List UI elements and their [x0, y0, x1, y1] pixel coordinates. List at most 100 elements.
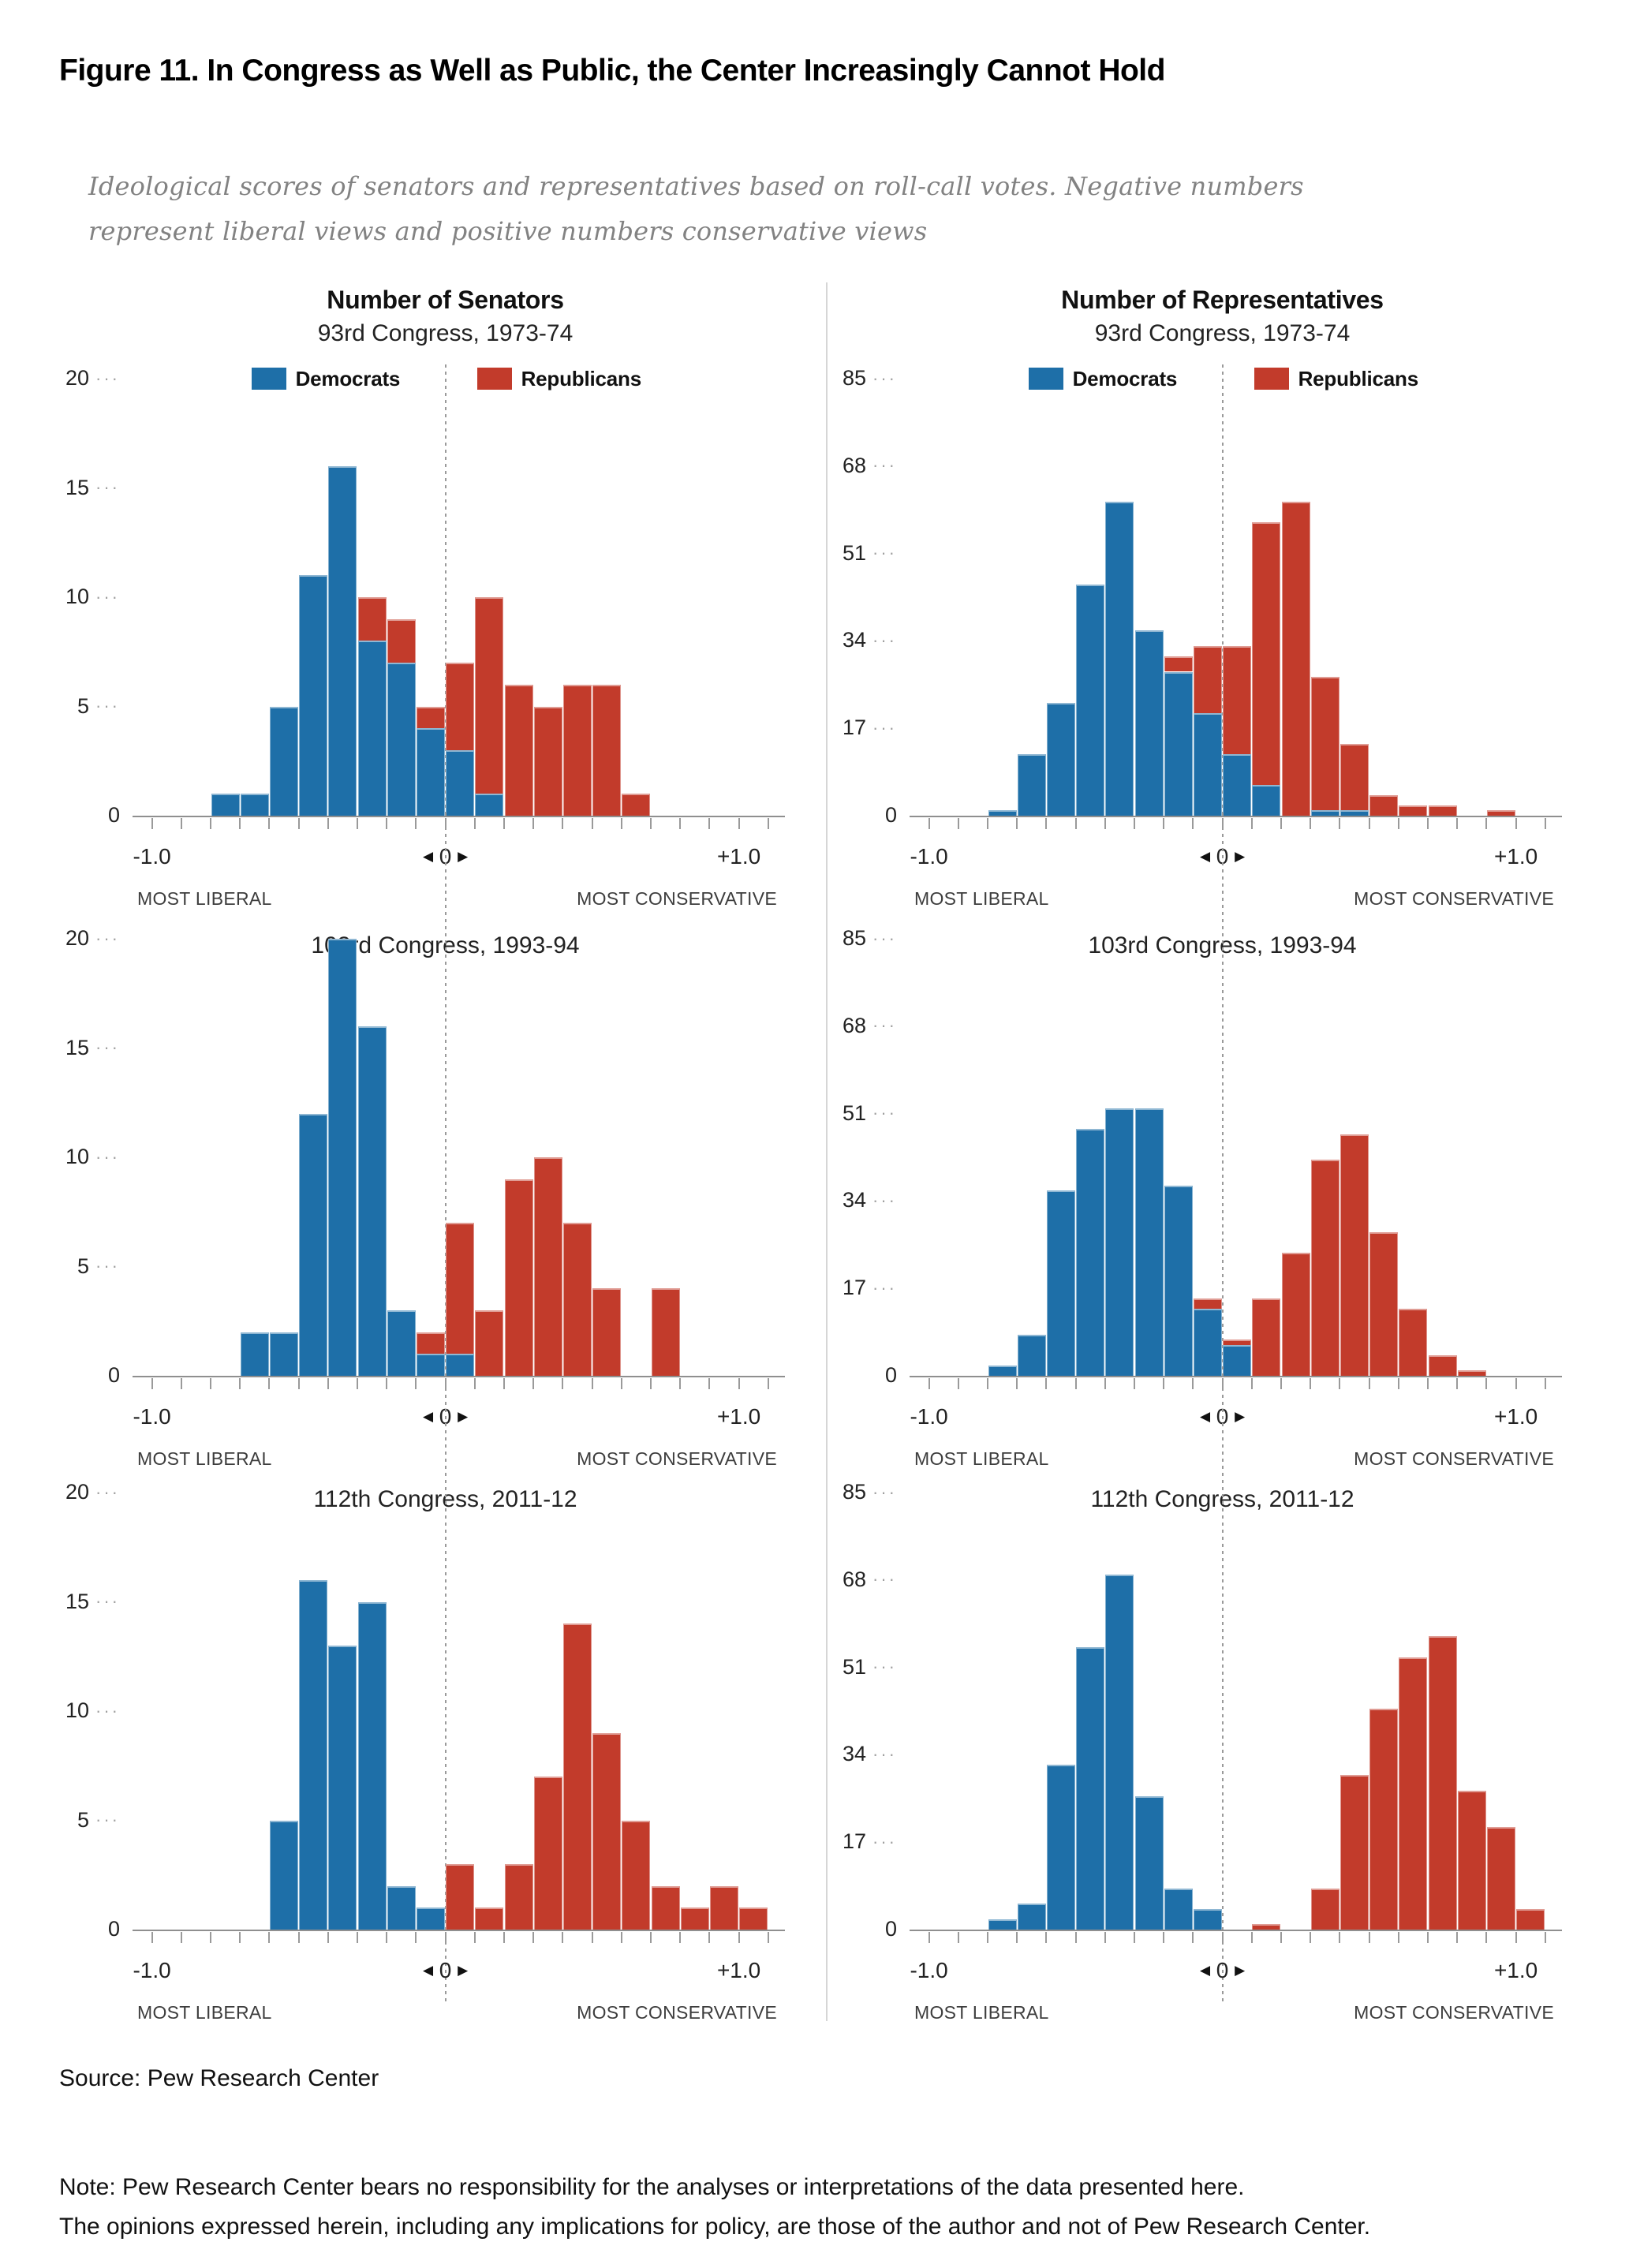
x-axis-tick — [1310, 1932, 1312, 1943]
histogram-bar-democrat — [1194, 712, 1222, 816]
x-axis-label-max: +1.0 — [716, 1958, 761, 1982]
y-axis-label: 68 ··· — [796, 1014, 897, 1038]
x-axis-tick — [1368, 818, 1370, 829]
legend-item-democrats: Democrats — [251, 366, 400, 391]
histogram-bar-democrat — [988, 1365, 1017, 1376]
x-axis-tick — [180, 1378, 182, 1389]
x-axis-tick — [591, 1932, 593, 1943]
histogram-bar-republican — [1310, 677, 1339, 811]
y-axis-label: 15 ··· — [19, 1036, 120, 1060]
x-axis-tick — [957, 1932, 959, 1943]
x-axis-tick — [1427, 818, 1429, 829]
x-axis-line — [133, 1376, 785, 1377]
x-axis-tick — [987, 818, 988, 829]
x-axis-tick — [1485, 818, 1488, 829]
y-axis-label: 10 ··· — [19, 585, 120, 609]
histogram-bar-democrat — [357, 641, 387, 816]
x-axis-tick — [708, 1932, 711, 1943]
y-axis-label: 0 — [19, 803, 120, 828]
x-axis-tick — [1104, 1378, 1106, 1389]
axis-annotation-liberal: MOST LIBERAL — [914, 2002, 1049, 2023]
x-axis-tick — [1074, 1378, 1077, 1389]
histogram-bar-democrat — [1340, 810, 1369, 816]
x-axis-tick — [708, 1378, 711, 1389]
histogram-bar-republican — [651, 1288, 680, 1376]
zero-label: 0 — [1210, 1958, 1235, 1982]
y-axis-label-value: 85 — [842, 926, 867, 950]
histogram-bar-republican — [1281, 1252, 1310, 1376]
histogram-bar-democrat — [328, 465, 357, 816]
x-axis-tick — [297, 1378, 300, 1389]
x-axis-tick — [1250, 818, 1253, 829]
x-axis-tick — [210, 818, 211, 829]
histogram-bar-republican — [446, 1223, 475, 1354]
legend-item-republicans: Republicans — [1254, 366, 1418, 391]
x-axis-tick — [957, 1378, 959, 1389]
zero-arrow-left-icon: ◀ — [1199, 1409, 1211, 1424]
x-axis-tick — [210, 1932, 211, 1943]
y-axis-label: 51 ··· — [796, 1101, 897, 1126]
histogram-bar-democrat — [1047, 1765, 1075, 1930]
y-gridline-dots: ··· — [95, 1591, 120, 1611]
x-axis-tick — [268, 818, 271, 829]
x-axis-tick — [357, 818, 358, 829]
x-axis-tick — [1456, 1378, 1459, 1389]
histogram-bar-democrat — [1017, 1334, 1046, 1376]
axis-annotation-conservative: MOST CONSERVATIVE — [577, 2002, 777, 2023]
x-axis-tick — [210, 1378, 211, 1389]
x-axis-label-min: -1.0 — [133, 844, 171, 869]
x-axis-tick — [239, 818, 241, 829]
x-axis-tick — [1163, 818, 1165, 829]
histogram-bar-democrat — [1076, 584, 1105, 816]
axis-annotation-conservative: MOST CONSERVATIVE — [577, 1448, 777, 1469]
x-axis-label-max: +1.0 — [1493, 1958, 1538, 1982]
x-axis-tick — [1339, 1378, 1341, 1389]
x-axis-tick — [1192, 818, 1194, 829]
y-axis-label: 34 ··· — [796, 1742, 897, 1766]
histogram-bar-republican — [1194, 1298, 1222, 1310]
y-axis-label-value: 0 — [884, 803, 897, 827]
x-axis-label-max: +1.0 — [1493, 1404, 1538, 1429]
source-text: Source: Pew Research Center — [59, 2065, 379, 2091]
x-axis-tick — [327, 818, 329, 829]
zero-reference-line — [444, 813, 446, 1376]
y-axis-label: 85 ··· — [796, 926, 897, 951]
y-axis-label-value: 51 — [842, 1654, 867, 1679]
x-axis-tick — [1515, 1378, 1517, 1389]
histogram-bar-republican — [1369, 1231, 1399, 1376]
y-gridline-dots: ··· — [872, 543, 897, 563]
zero-reference-line — [1221, 364, 1224, 816]
zero-arrow-right-icon: ▶ — [1235, 1409, 1246, 1424]
y-gridline-dots: ··· — [872, 1481, 897, 1502]
y-axis-label-value: 0 — [107, 803, 120, 827]
legend-item-republicans: Republicans — [476, 366, 641, 391]
histogram-bar-republican — [1252, 522, 1281, 785]
x-axis-tick — [239, 1378, 241, 1389]
chart-senators-row1-congress-label: 93rd Congress, 1973-74 — [317, 320, 574, 346]
x-axis-tick — [562, 1932, 564, 1943]
histogram-bar-democrat — [357, 1026, 387, 1376]
histogram-bar-democrat — [475, 794, 504, 816]
histogram-bar-democrat — [270, 706, 298, 816]
y-axis-label-value: 51 — [842, 540, 867, 565]
histogram-bar-republican — [1399, 1657, 1428, 1930]
y-gridline-dots: ··· — [872, 1743, 897, 1764]
histogram-bar-republican — [1310, 1888, 1339, 1930]
y-axis-label: 20 ··· — [19, 926, 120, 951]
histogram-bar-republican — [1487, 1826, 1515, 1930]
histogram-bar-democrat — [328, 1645, 357, 1930]
histogram-bar-republican — [651, 1885, 680, 1930]
y-axis-label-value: 15 — [65, 1589, 90, 1613]
y-axis-label: 17 ··· — [796, 716, 897, 740]
x-axis-tick — [1515, 818, 1517, 829]
zero-arrow-left-icon: ◀ — [422, 849, 434, 864]
histogram-bar-democrat — [1194, 1908, 1222, 1930]
zero-reference-line — [444, 364, 446, 816]
y-gridline-dots: ··· — [95, 696, 120, 716]
y-axis-label-value: 68 — [842, 453, 867, 477]
histogram-bar-republican — [357, 597, 387, 641]
histogram-bar-republican — [1369, 1708, 1399, 1930]
x-axis-tick — [708, 818, 711, 829]
histogram-bar-democrat — [1164, 1888, 1193, 1930]
x-axis-tick — [1134, 1378, 1135, 1389]
